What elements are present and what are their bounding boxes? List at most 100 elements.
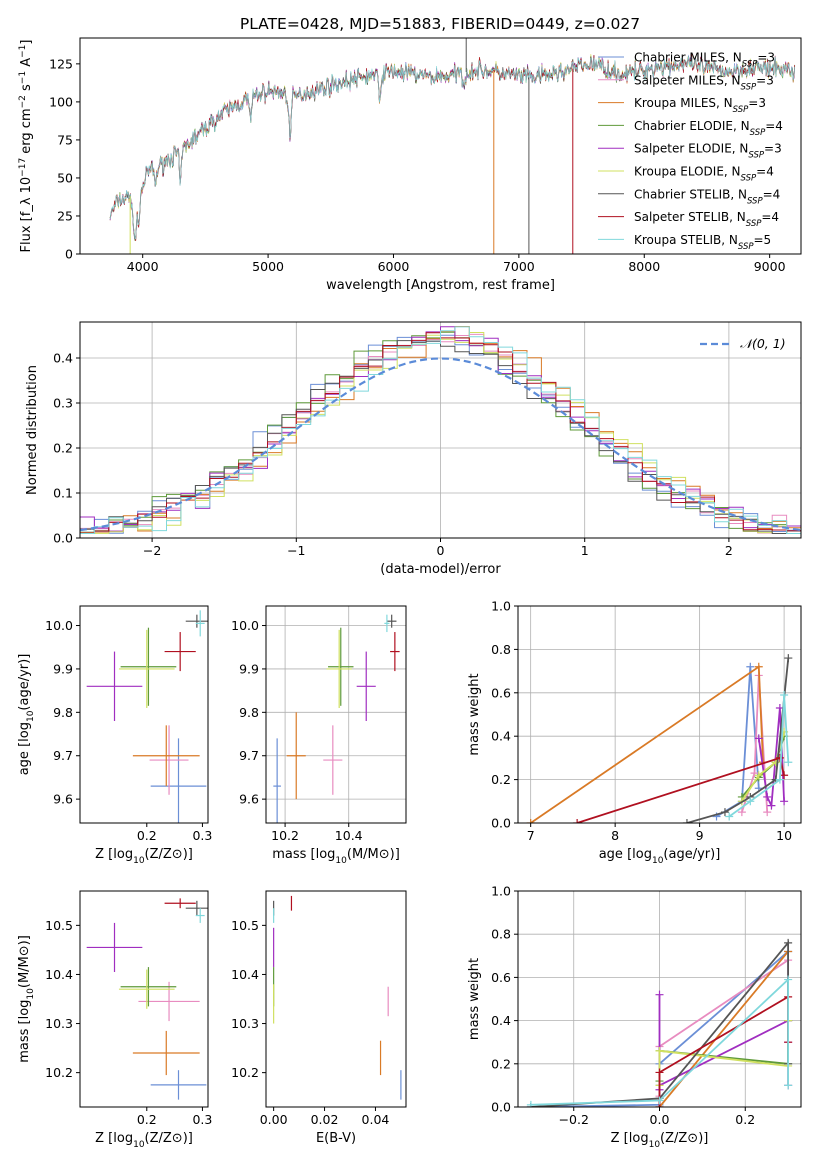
axes-frame	[79, 605, 209, 824]
errorbar-kroupa-elodie	[118, 629, 175, 708]
legend-entry-salpeter-miles: Salpeter MILES, NSSP=3	[634, 73, 774, 92]
age-Z-plot-area	[86, 610, 208, 823]
weight-marker	[763, 808, 772, 817]
y-tick-label: 0.0	[491, 816, 511, 831]
y-tick-label: 50	[57, 170, 73, 185]
x-axis-label: Z [log10(Z/Z⊙)]	[95, 847, 193, 866]
x-tick-label: 8000	[628, 259, 660, 274]
legend-entry-kroupa-elodie: Kroupa ELODIE, NSSP=4	[634, 165, 774, 184]
weight-marker	[737, 808, 746, 817]
weight-marker	[784, 654, 793, 663]
residuals-plot-area	[80, 326, 801, 534]
x-tick-label: 7	[527, 828, 535, 843]
y-tick-label: 0.2	[53, 441, 73, 456]
legend-entry-chabrier-elodie: Chabrier ELODIE, NSSP=4	[634, 119, 783, 138]
y-tick-label: 9.7	[239, 748, 259, 763]
errorbar-salpeter-stelib	[164, 898, 196, 909]
y-tick-label: 10.2	[45, 1065, 73, 1080]
residual-hist-kroupa-stelib	[80, 326, 801, 534]
spectrum-line-kroupa-stelib	[109, 56, 796, 240]
legend-entry-chabrier-miles: Chabrier MILES, NSSP=3	[634, 51, 775, 70]
errorbar-chabrier-stelib	[185, 900, 208, 916]
errorbar-kroupa-miles	[132, 1030, 200, 1076]
y-tick-label: 0.8	[491, 642, 511, 657]
x-axis-label: Z [log10(Z/Z⊙)]	[611, 1131, 709, 1150]
mass-Z-panel: 0.2 0.3 10.2 10.3 10.4 10.5 Z [log10(Z/Z⊙)] mas…	[17, 890, 212, 1150]
y-tick-label: 0.3	[53, 396, 73, 411]
x-tick-label: 4000	[127, 259, 159, 274]
errorbar-salpeter-miles	[149, 725, 189, 795]
x-tick-label: 6000	[378, 259, 410, 274]
weight-marker	[720, 808, 729, 817]
errorbar-kroupa-miles	[132, 725, 200, 787]
x-tick-label: 10.2	[271, 828, 299, 843]
errorbar-chabrier-miles	[150, 1070, 207, 1100]
weight-marker	[655, 1046, 664, 1055]
y-tick-label: 0.8	[491, 927, 511, 942]
y-tick-label: 9.8	[239, 705, 259, 720]
weights-Z-panel: −0.2 0.0 0.2 0.0 0.2 0.4 0.6 0.8 1.0 Z [log10(Z/Z…	[467, 884, 802, 1150]
weight-line-kroupa-stelib	[530, 977, 789, 1106]
y-tick-label: 1.0	[491, 599, 511, 614]
spectrum-legend: Chabrier MILES, NSSP=3 Salpeter MILES, NS…	[598, 51, 783, 252]
weight-marker	[655, 1096, 664, 1105]
errorbar-salpeter-elodie	[356, 651, 376, 722]
weight-marker	[573, 819, 582, 823]
weight-marker	[754, 734, 763, 743]
y-tick-label: 10.3	[231, 1016, 259, 1031]
weights-age-plot-area	[526, 654, 793, 823]
figure-title: PLATE=0428, MJD=51883, FIBERID=0449, z=0…	[240, 15, 640, 33]
x-tick-label: 7000	[503, 259, 535, 274]
y-axis-label: Flux [f_λ 10−17 erg cm−2 s−1 A−1]	[18, 40, 34, 253]
errorbar-kroupa-stelib	[384, 614, 390, 633]
weight-marker	[655, 1068, 664, 1077]
weight-marker	[780, 771, 789, 780]
age-mass-panel: 10.2 10.4 9.6 9.7 9.8 9.9 10.0 mass [log10(M/M⊙…	[231, 605, 407, 866]
x-tick-label: 0.04	[362, 1112, 390, 1127]
x-tick-label: 0.2	[735, 1112, 755, 1127]
x-axis-label: (data-model)/error	[380, 562, 501, 577]
x-tick-label: 0.3	[192, 1112, 212, 1127]
errorbar-salpeter-stelib	[390, 632, 400, 672]
errorbar-kroupa-stelib	[195, 908, 205, 923]
legend-entry-salpeter-stelib: Salpeter STELIB, NSSP=4	[634, 210, 779, 229]
weight-marker	[780, 797, 789, 806]
y-tick-label: 0.0	[53, 531, 73, 546]
y-tick-label: 0.4	[491, 729, 511, 744]
weight-marker	[784, 938, 793, 947]
y-tick-label: 10.4	[231, 967, 259, 982]
axes-frame	[265, 605, 407, 824]
y-tick-label: 0.2	[491, 772, 511, 787]
x-tick-label: 9000	[754, 259, 786, 274]
weight-marker	[526, 1100, 535, 1107]
y-tick-label: 10.4	[45, 967, 73, 982]
x-tick-label: 10	[776, 828, 792, 843]
weight-marker	[526, 819, 535, 823]
y-tick-label: 0.2	[491, 1056, 511, 1071]
y-tick-label: 100	[49, 94, 73, 109]
y-tick-label: 0.4	[53, 351, 73, 366]
weight-marker	[767, 801, 776, 810]
y-tick-label: 9.6	[53, 792, 73, 807]
spectrum-plot-area	[109, 38, 796, 254]
x-axis-label: wavelength [Angstrom, rest frame]	[326, 278, 555, 293]
errorbar-chabrier-elodie	[120, 627, 177, 706]
errorbar-salpeter-elodie	[86, 651, 143, 722]
y-tick-label: 0	[65, 247, 73, 262]
legend-entry-normal: 𝒩(0, 1)	[740, 336, 786, 351]
x-tick-label: 5000	[252, 259, 284, 274]
mass-EBV-panel: 0.00 0.02 0.04 10.2 10.3 10.4 10.5 E(B-V)	[231, 890, 407, 1146]
axes-frame	[79, 37, 802, 255]
x-tick-label: −1	[287, 543, 305, 558]
y-tick-label: 125	[49, 56, 73, 71]
residual-hist-salpeter-elodie	[80, 326, 801, 532]
axes-frame	[517, 605, 802, 824]
weight-marker	[750, 769, 759, 778]
errorbar-chabrier-elodie	[120, 967, 177, 1007]
weight-marker	[775, 775, 784, 784]
errorbar-chabrier-miles	[150, 738, 207, 823]
errorbar-salpeter-miles	[323, 725, 343, 795]
x-tick-label: 2	[725, 543, 733, 558]
y-tick-label: 0.6	[491, 970, 511, 985]
